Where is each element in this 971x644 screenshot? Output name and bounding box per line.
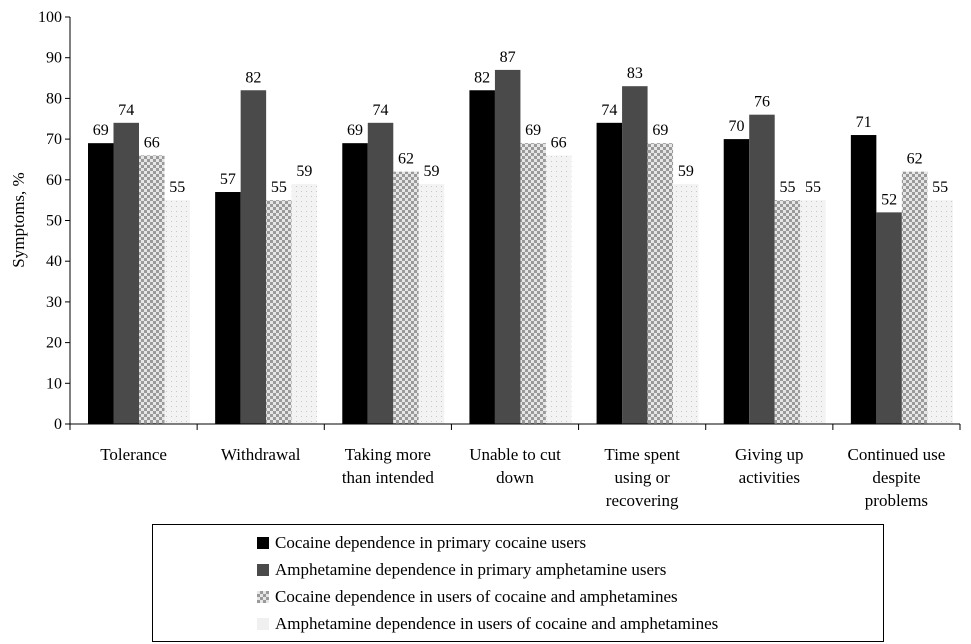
data-label: 70: [728, 118, 744, 135]
data-label: 62: [907, 151, 923, 168]
data-label: 59: [424, 163, 440, 180]
data-label: 69: [347, 122, 363, 139]
data-label: 69: [525, 122, 541, 139]
data-label: 83: [627, 65, 643, 82]
bar: [876, 212, 902, 424]
legend-item: Amphetamine dependence in users of cocai…: [257, 613, 718, 635]
legend-swatch: [257, 537, 269, 549]
legend-item: Cocaine dependence in primary cocaine us…: [257, 532, 586, 554]
legend-label: Cocaine dependence in primary cocaine us…: [275, 533, 587, 552]
legend-swatch: [257, 618, 269, 630]
y-tick-label: 10: [46, 375, 62, 392]
y-tick-label: 0: [54, 416, 62, 433]
bar: [520, 143, 546, 425]
x-tick-label: Time spent using or recovering: [604, 445, 680, 510]
bar: [673, 183, 699, 424]
bar: [927, 200, 953, 424]
data-label: 52: [881, 191, 897, 208]
y-tick-label: 80: [46, 90, 62, 107]
x-tick-label: Withdrawal: [221, 445, 301, 464]
bar: [545, 155, 572, 424]
y-tick-label: 60: [46, 172, 62, 189]
legend-item: Cocaine dependence in users of cocaine a…: [257, 586, 678, 608]
x-tick-label: Giving up activities: [735, 445, 803, 487]
y-tick-label: 50: [46, 213, 62, 230]
bar: [342, 143, 368, 425]
data-label: 74: [373, 102, 389, 119]
data-label: 55: [271, 179, 287, 196]
x-tick-label: Continued use despite problems: [848, 445, 946, 510]
y-tick-label: 70: [46, 131, 62, 148]
y-axis: 0 10 20 30 40 50 60 70 80 90 100: [38, 9, 71, 433]
y-tick-label: 30: [46, 294, 62, 311]
data-label: 57: [220, 171, 236, 188]
bar: [418, 183, 445, 424]
bar: [800, 200, 826, 424]
legend-label: Cocaine dependence in users of cocaine a…: [275, 587, 678, 606]
bar: [240, 90, 267, 424]
legend-swatch: [257, 564, 269, 576]
bar: [749, 114, 775, 425]
y-tick-label: 20: [46, 335, 62, 352]
data-label: 82: [474, 69, 490, 86]
y-axis-label: Symptoms, %: [9, 172, 28, 267]
data-label: 82: [245, 69, 261, 86]
data-label: 69: [652, 122, 668, 139]
bar-chart: 0 10 20 30 40 50 60 70 80 90 100 69 57 69 82 74 70 71 74 8…: [9, 9, 961, 510]
data-label: 87: [500, 49, 516, 66]
y-tick-label: 90: [46, 50, 62, 67]
bar: [622, 86, 648, 424]
bar: [113, 122, 139, 424]
data-label: 74: [118, 102, 134, 119]
bar: [774, 200, 801, 424]
data-label: 62: [398, 151, 414, 168]
data-label: 55: [779, 179, 795, 196]
x-tick-label: Tolerance: [100, 445, 167, 464]
data-label: 71: [856, 114, 872, 131]
y-tick-label: 100: [38, 9, 62, 26]
bar: [139, 155, 165, 424]
legend-label: Amphetamine dependence in users of cocai…: [275, 614, 719, 633]
data-label: 59: [296, 163, 312, 180]
x-tick-label: Taking more than intended: [342, 445, 435, 487]
bar: [367, 122, 394, 424]
legend-label: Amphetamine dependence in primary amphet…: [275, 560, 667, 579]
bar: [850, 135, 877, 424]
y-tick-label: 40: [46, 253, 62, 270]
legend: Cocaine dependence in primary cocaine us…: [152, 524, 884, 642]
legend-swatch: [257, 591, 269, 603]
data-label: 74: [601, 102, 617, 119]
data-label: 55: [805, 179, 821, 196]
data-label: 66: [551, 134, 567, 151]
data-label: 66: [144, 134, 160, 151]
bar: [901, 171, 928, 424]
bar: [164, 200, 190, 424]
bar: [393, 171, 419, 424]
bar: [215, 192, 241, 424]
bar: [469, 90, 495, 424]
bar: [596, 122, 623, 424]
bar: [291, 183, 318, 424]
data-label: 55: [169, 179, 185, 196]
legend-item: Amphetamine dependence in primary amphet…: [257, 559, 666, 581]
bar: [494, 69, 521, 424]
data-label: 76: [754, 94, 770, 111]
bar: [647, 143, 674, 425]
data-label: 69: [93, 122, 109, 139]
bar: [266, 200, 292, 424]
bars-group: 69 57 69 82 74 70 71 74 82 74 87 83 76 52 66 55 62 69 69 55…: [88, 49, 953, 425]
x-axis: Tolerance Withdrawal Taking more than inten…: [69, 423, 961, 510]
x-tick-label: Unable to cut down: [469, 445, 561, 487]
data-label: 59: [678, 163, 694, 180]
bar: [88, 143, 114, 425]
data-label: 55: [932, 179, 948, 196]
bar: [723, 139, 750, 424]
